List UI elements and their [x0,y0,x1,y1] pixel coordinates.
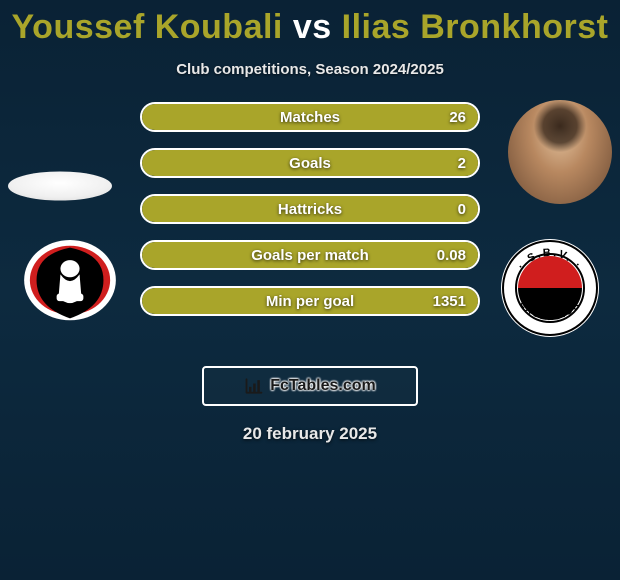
comparison-content: · S.B.V. · EXCELSIOR Matches 26 Goals 2 … [0,106,620,346]
stat-label: Matches [142,104,478,130]
stat-bar: Hattricks 0 [140,194,480,224]
vs-text: vs [293,8,332,46]
player2-name: Ilias Bronkhorst [342,8,609,46]
stat-label: Hattricks [142,196,478,222]
stat-label: Goals per match [142,242,478,268]
stat-value: 0 [458,196,466,222]
stat-bars: Matches 26 Goals 2 Hattricks 0 Goals per… [140,102,480,332]
date-text: 20 february 2025 [0,424,620,444]
stat-bar: Goals 2 [140,148,480,178]
comparison-title: Youssef Koubali vs Ilias Bronkhorst [0,0,620,47]
stat-label: Goals [142,150,478,176]
player2-club-badge: · S.B.V. · EXCELSIOR [500,238,600,338]
player1-avatar [8,171,112,200]
stat-bar: Matches 26 [140,102,480,132]
player2-avatar [508,100,612,204]
brand-name: FcTables.com [270,377,376,395]
subtitle: Club competitions, Season 2024/2025 [0,61,620,78]
stat-label: Min per goal [142,288,478,314]
brand-box: FcTables.com [202,366,418,406]
chart-icon [244,376,264,396]
stat-bar: Min per goal 1351 [140,286,480,316]
stat-value: 0.08 [437,242,466,268]
stat-value: 2 [458,150,466,176]
player1-name: Youssef Koubali [12,8,283,46]
stat-value: 1351 [433,288,466,314]
stat-value: 26 [449,104,466,130]
stat-bar: Goals per match 0.08 [140,240,480,270]
player1-club-badge [20,240,120,326]
